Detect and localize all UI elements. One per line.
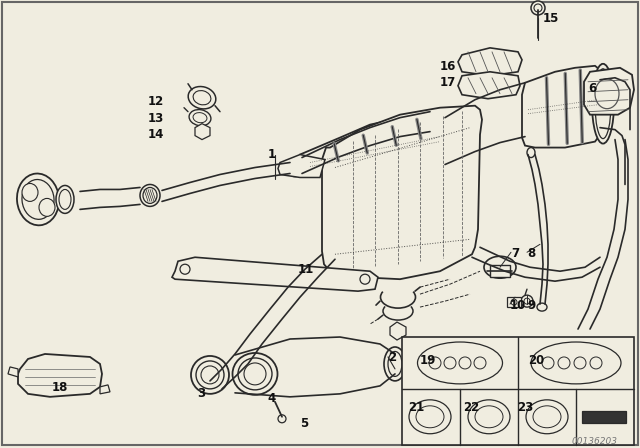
Ellipse shape [22, 180, 54, 220]
Bar [490, 265, 510, 277]
Ellipse shape [475, 406, 503, 428]
Text: 3: 3 [197, 387, 205, 400]
Text: 9: 9 [527, 299, 535, 312]
Text: 18: 18 [52, 381, 68, 394]
Polygon shape [8, 367, 18, 377]
Ellipse shape [474, 357, 486, 369]
Ellipse shape [143, 187, 157, 203]
Ellipse shape [193, 112, 207, 123]
Ellipse shape [17, 173, 59, 225]
Text: 15: 15 [543, 12, 559, 25]
Ellipse shape [409, 400, 451, 434]
Text: 7: 7 [511, 247, 519, 260]
Text: 1: 1 [268, 147, 276, 160]
Ellipse shape [388, 352, 402, 376]
Ellipse shape [384, 347, 406, 381]
Ellipse shape [196, 361, 224, 389]
Polygon shape [390, 322, 406, 340]
Polygon shape [18, 354, 102, 397]
Polygon shape [584, 68, 634, 115]
Ellipse shape [444, 357, 456, 369]
Ellipse shape [558, 357, 570, 369]
Ellipse shape [542, 357, 554, 369]
Polygon shape [172, 257, 378, 291]
Ellipse shape [533, 406, 561, 428]
Text: 23: 23 [517, 401, 533, 414]
Text: 12: 12 [148, 95, 164, 108]
Polygon shape [458, 48, 522, 76]
Ellipse shape [459, 357, 471, 369]
Ellipse shape [191, 356, 229, 394]
Ellipse shape [22, 184, 38, 202]
Ellipse shape [537, 303, 547, 311]
Ellipse shape [232, 353, 278, 395]
Bar [507, 297, 521, 307]
Polygon shape [522, 66, 602, 147]
Ellipse shape [592, 64, 614, 143]
Ellipse shape [595, 79, 619, 109]
Ellipse shape [287, 159, 303, 177]
Text: 13: 13 [148, 112, 164, 125]
Ellipse shape [429, 357, 441, 369]
Text: 6: 6 [588, 82, 596, 95]
Polygon shape [195, 124, 210, 140]
Text: 16: 16 [440, 60, 456, 73]
Ellipse shape [244, 363, 266, 385]
Ellipse shape [59, 190, 71, 209]
Circle shape [534, 4, 542, 12]
Text: 17: 17 [440, 76, 456, 89]
Ellipse shape [468, 400, 510, 434]
Text: 21: 21 [408, 401, 424, 414]
Text: 14: 14 [148, 128, 164, 141]
Polygon shape [298, 112, 448, 174]
Ellipse shape [39, 198, 55, 216]
Circle shape [278, 415, 286, 423]
Ellipse shape [189, 110, 211, 126]
Text: 11: 11 [298, 263, 314, 276]
Circle shape [524, 298, 530, 304]
Ellipse shape [417, 342, 502, 384]
Text: 5: 5 [300, 417, 308, 430]
Circle shape [360, 274, 370, 284]
Ellipse shape [188, 86, 216, 109]
Ellipse shape [527, 147, 535, 158]
Ellipse shape [590, 357, 602, 369]
Ellipse shape [56, 185, 74, 213]
Text: 2: 2 [388, 351, 396, 364]
Bar [582, 411, 626, 423]
Text: 8: 8 [527, 247, 535, 260]
Text: 10: 10 [510, 299, 526, 312]
Text: 22: 22 [463, 401, 479, 414]
Polygon shape [100, 385, 110, 394]
Text: 4: 4 [267, 392, 275, 405]
Ellipse shape [201, 366, 219, 384]
Circle shape [180, 264, 190, 274]
Circle shape [521, 295, 533, 307]
Text: 00136203: 00136203 [572, 437, 618, 446]
Ellipse shape [238, 358, 272, 390]
Polygon shape [322, 106, 482, 279]
Text: 19: 19 [420, 354, 436, 367]
Ellipse shape [526, 400, 568, 434]
Ellipse shape [416, 406, 444, 428]
Bar [402, 337, 634, 445]
Polygon shape [278, 155, 325, 177]
Polygon shape [458, 72, 520, 99]
Ellipse shape [289, 161, 301, 174]
Ellipse shape [531, 342, 621, 384]
Text: 20: 20 [528, 354, 544, 367]
Ellipse shape [595, 69, 611, 138]
Ellipse shape [140, 185, 160, 207]
Circle shape [511, 299, 517, 305]
Ellipse shape [574, 357, 586, 369]
Circle shape [531, 1, 545, 15]
Ellipse shape [193, 90, 211, 105]
